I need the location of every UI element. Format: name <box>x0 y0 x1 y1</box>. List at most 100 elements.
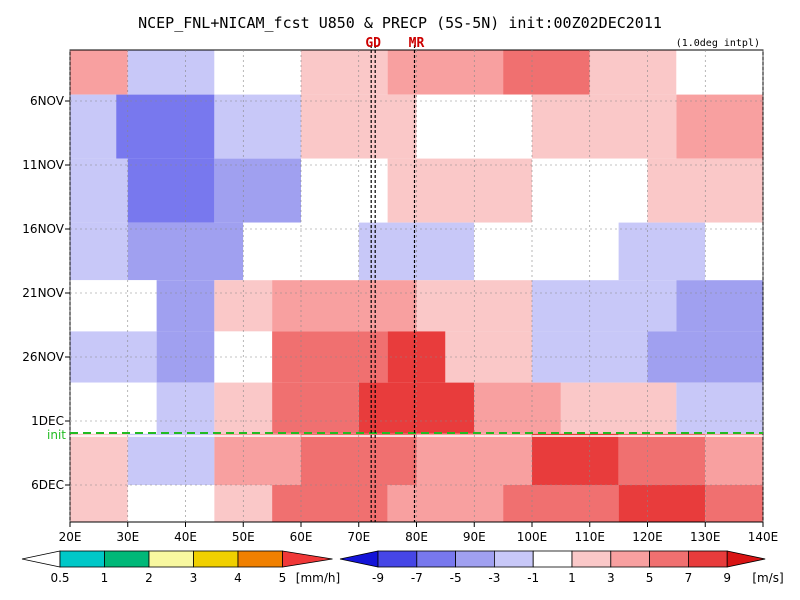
x-tick-label: 130E <box>690 530 721 544</box>
u850-band-cell <box>676 382 763 434</box>
u850-colorbar-label: 1 <box>568 571 576 585</box>
u850-band-cell <box>705 433 763 485</box>
u850-colorbar-label: -1 <box>527 571 539 585</box>
u850-band-cell <box>618 222 706 281</box>
u850-band-cell <box>70 433 128 485</box>
u850-colorbar-label: 7 <box>685 571 693 585</box>
marker-label: GD <box>365 36 381 51</box>
x-tick-label: 40E <box>174 530 197 544</box>
x-tick-label: 140E <box>748 530 779 544</box>
x-tick-label: 90E <box>463 530 486 544</box>
precip-colorbar-label: 0.5 <box>50 571 69 585</box>
u850-band-cell <box>705 222 763 281</box>
u850-band-cell <box>560 382 677 434</box>
u850-colorbar-label: -9 <box>372 571 384 585</box>
y-tick-label: 21NOV <box>22 286 64 300</box>
u850-band-cell <box>70 280 157 332</box>
x-tick-label: 30E <box>116 530 139 544</box>
precip-colorbar-label: 2 <box>145 571 153 585</box>
interpolation-note: (1.0deg intpl) <box>676 38 760 49</box>
precip-colorbar-label: 3 <box>190 571 198 585</box>
u850-band-cell <box>676 94 763 159</box>
u850-band-cell <box>705 485 763 522</box>
u850-colorbar-box <box>455 550 495 568</box>
u850-band-cell <box>676 280 763 332</box>
x-tick-label: 50E <box>232 530 255 544</box>
u850-band-cell <box>272 280 417 332</box>
u850-band-cell <box>70 222 128 281</box>
u850-band-cell <box>532 433 619 485</box>
u850-band-cell <box>301 50 388 95</box>
u850-band-cell <box>116 94 215 159</box>
colorbars: 0.5 1 2 3 4 5 [mm/h] -9 -7 -5 -3 -1 1 3 5 7 9 [m/s] <box>21 550 784 585</box>
u850-colorbar-box <box>532 550 573 568</box>
u850-band-cell <box>214 94 301 159</box>
u850-band-cell <box>70 94 117 159</box>
init-label: init <box>47 428 66 442</box>
u850-colorbar-box <box>688 550 728 568</box>
precip-colorbar-box <box>282 550 333 568</box>
precip-colorbar-label: 5 <box>279 571 287 585</box>
precip-unit: [mm/h] <box>296 571 340 585</box>
u850-band-cell <box>532 94 677 159</box>
u850-unit: [m/s] <box>752 571 783 585</box>
u850-band-cell <box>618 433 706 485</box>
u850-band-cell <box>127 433 215 485</box>
u850-band-cell <box>503 50 590 95</box>
x-tick-label: 120E <box>632 530 663 544</box>
u850-band-cell <box>272 382 359 434</box>
u850-band-cell <box>70 50 128 95</box>
x-tick-label: 110E <box>575 530 606 544</box>
u850-band-cell <box>445 331 532 383</box>
u850-colorbar-label: 9 <box>723 571 731 585</box>
u850-band-cell <box>387 50 504 95</box>
precip-colorbar-box <box>237 550 283 568</box>
u850-colorbar-label: -3 <box>488 571 500 585</box>
u850-colorbar-box <box>726 550 766 568</box>
u850-colorbar-box <box>571 550 612 568</box>
axes: 20E 30E 40E 50E 60E 70E 80E 90E 100E 110E 120E 130E… <box>22 50 778 544</box>
u850-colorbar-label: 5 <box>646 571 654 585</box>
u850-colorbar-label: -7 <box>411 571 423 585</box>
y-tick-label: 1DEC <box>31 414 64 428</box>
u850-band-cell <box>70 382 157 434</box>
y-tick-label: 26NOV <box>22 350 64 364</box>
u850-band-cell <box>676 50 763 95</box>
precip-colorbar-box <box>104 550 150 568</box>
u850-band-cell <box>214 433 301 485</box>
x-tick-label: 80E <box>405 530 428 544</box>
u850-band-cell <box>70 331 157 383</box>
u850-band-cell <box>589 50 677 95</box>
chart-title: NCEP_FNL+NICAM_fcst U850 & PRECP (5S-5N)… <box>138 14 662 32</box>
u850-band-cell <box>214 50 301 95</box>
u850-colorbar-box <box>649 550 689 568</box>
u850-band-cell <box>387 158 532 223</box>
u850-band-cell <box>474 222 619 281</box>
u850-colorbar-label: -5 <box>450 571 462 585</box>
u850-band-cell <box>127 50 215 95</box>
y-tick-label: 11NOV <box>22 158 64 172</box>
u850-band-cell <box>474 382 561 434</box>
u850-colorbar-box <box>493 550 534 568</box>
u850-band-cell <box>214 158 301 223</box>
precip-colorbar-label: 1 <box>101 571 109 585</box>
u850-band-cell <box>618 485 706 522</box>
u850-band-cell <box>127 485 215 522</box>
y-tick-label: 16NOV <box>22 222 64 236</box>
u850-colorbar-box <box>416 550 456 568</box>
u850-colorbar-box <box>339 550 379 568</box>
x-tick-label: 60E <box>290 530 313 544</box>
precip-colorbar-box <box>193 550 239 568</box>
u850-band-cell <box>532 280 677 332</box>
y-tick-label: 6DEC <box>31 478 64 492</box>
y-tick-label: 6NOV <box>30 94 65 108</box>
x-tick-label: 100E <box>517 530 548 544</box>
marker-label: MR <box>409 36 425 51</box>
plot-area: init <box>47 49 764 523</box>
x-tick-label: 20E <box>59 530 82 544</box>
u850-colorbar-box <box>610 550 650 568</box>
u850-band-cell <box>503 485 619 522</box>
x-tick-label: 70E <box>347 530 370 544</box>
u850-band-cell <box>387 485 504 522</box>
